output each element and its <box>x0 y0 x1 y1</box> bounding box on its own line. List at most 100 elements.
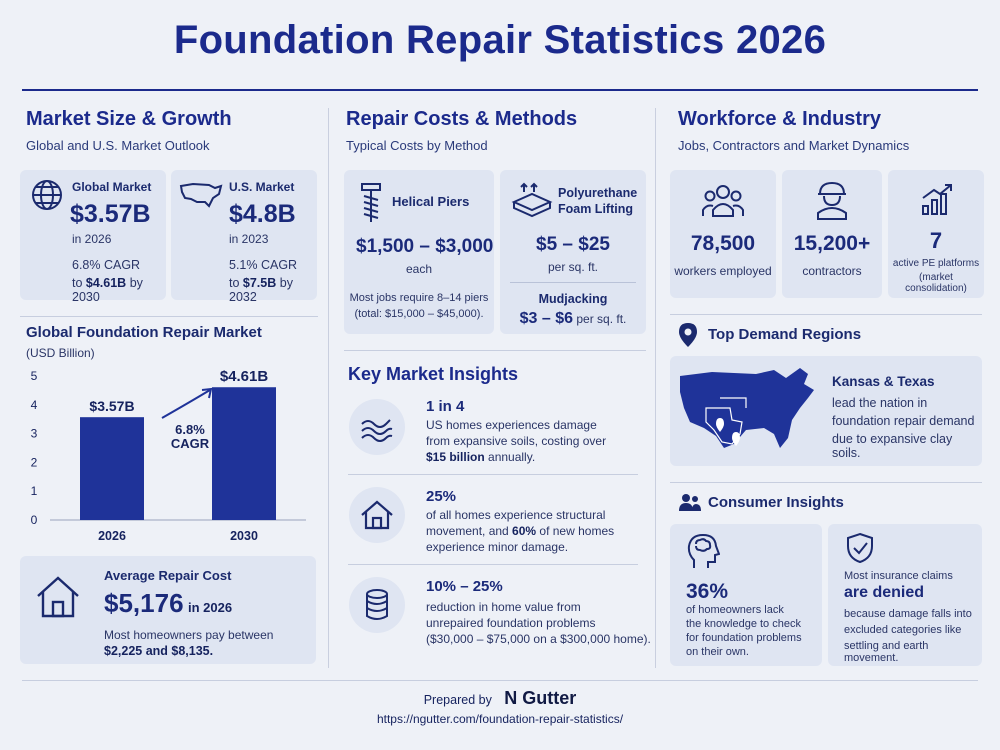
x-tick-label: 2026 <box>98 529 126 543</box>
regions-line-3: due to expansive clay soils. <box>832 432 953 460</box>
title-divider <box>22 89 978 91</box>
workers-value: 78,500 <box>690 232 756 255</box>
workers-stat-card: 78,500 workers employed <box>670 170 776 298</box>
claims-head: are denied <box>844 584 925 601</box>
source-url[interactable]: https://ngutter.com/foundation-repair-st… <box>376 712 624 726</box>
regions-line-2: foundation repair demand <box>832 414 975 428</box>
us-map-illustration <box>676 364 828 458</box>
users-icon <box>678 492 702 512</box>
foam-lift-icon <box>510 182 554 220</box>
head-brain-icon <box>686 532 720 570</box>
helical-piers-total: (total: $15,000 – $45,000). <box>354 308 484 320</box>
us-market-card: U.S. Market $4.8B in 2023 5.1% CAGR to $… <box>171 170 317 304</box>
avg-cost-value: $5,176 <box>104 588 184 618</box>
growth-chart-icon <box>920 182 954 216</box>
section-divider <box>670 482 982 483</box>
regions-head: Kansas & Texas <box>832 374 935 389</box>
global-market-year: in 2026 <box>72 232 112 246</box>
coin-stack-icon <box>348 576 406 634</box>
avg-cost-range-intro: Most homeowners pay between <box>104 628 274 642</box>
insurance-claims-card: Most insurance claims are denied because… <box>828 524 982 666</box>
shield-check-icon <box>846 532 874 564</box>
pe-platforms-label: active PE platforms <box>892 258 980 269</box>
section-divider <box>20 316 318 317</box>
claims-line-4: settling and earth movement. <box>844 640 929 664</box>
growth-arrow-head <box>201 387 213 399</box>
y-tick-label: 5 <box>31 369 38 383</box>
location-pin-icon <box>678 322 698 348</box>
insights-title: Key Market Insights <box>348 364 519 384</box>
global-market-card: Global Market $3.57B in 2026 6.8% CAGR t… <box>20 170 166 304</box>
house-icon <box>34 574 82 620</box>
us-market-value: $4.8B <box>229 200 296 228</box>
claims-line-3: excluded categories like <box>844 624 962 636</box>
section-divider <box>670 314 982 315</box>
cagr-annotation-value: 6.8% <box>175 422 205 437</box>
workforce-section-subtitle: Jobs, Contractors and Market Dynamics <box>678 138 910 153</box>
insight-1-line-1: US homes experiences damage <box>426 418 597 432</box>
column-divider <box>655 108 656 668</box>
hard-hat-worker-icon <box>814 180 850 220</box>
brand-logo: N Gutter <box>504 688 577 708</box>
workers-label: workers employed <box>674 264 772 278</box>
people-group-icon <box>701 182 745 218</box>
chart-title: Global Foundation Repair Market <box>26 324 262 341</box>
foam-lifting-label-1: Polyurethane <box>558 186 638 200</box>
mudjacking-cost-row: $3 – $6 per sq. ft. <box>519 310 627 327</box>
global-market-cagr: 6.8% CAGR <box>72 258 141 272</box>
bar <box>212 387 276 520</box>
helical-piers-cost: $1,500 – $3,000 <box>356 236 494 257</box>
contractors-value: 15,200+ <box>793 232 871 255</box>
section-divider <box>344 350 646 351</box>
house-icon <box>348 486 406 544</box>
page-title: Foundation Repair Statistics 2026 <box>173 18 827 62</box>
helical-piers-label: Helical Piers <box>392 194 470 209</box>
y-tick-label: 2 <box>31 455 38 469</box>
insight-2-head: 25% <box>426 488 457 505</box>
y-tick-label: 1 <box>31 484 38 498</box>
insight-3-line-3: ($30,000 – $75,000 on a $300,000 home). <box>426 632 651 646</box>
claims-line-2: because damage falls into <box>844 608 972 620</box>
footer-credit: Prepared by N Gutter <box>0 688 1000 709</box>
data-label: $4.61B <box>220 368 269 385</box>
screw-pier-icon <box>358 182 384 226</box>
y-tick-label: 0 <box>31 513 38 527</box>
pe-platforms-note: (market consolidation) <box>905 272 967 294</box>
repair-section-subtitle: Typical Costs by Method <box>346 138 488 153</box>
soil-waves-icon <box>348 398 406 456</box>
contractors-stat-card: 15,200+ contractors <box>782 170 882 298</box>
y-tick-label: 3 <box>31 427 38 441</box>
column-divider <box>328 108 329 668</box>
footer-divider <box>22 680 978 681</box>
market-section-subtitle: Global and U.S. Market Outlook <box>26 138 210 153</box>
regions-line-1: lead the nation in <box>832 396 928 410</box>
insight-2-line-3: experience minor damage. <box>426 540 569 554</box>
cagr-annotation-label: CAGR <box>171 436 210 451</box>
knowledge-line-2: the knowledge to check <box>686 618 801 630</box>
demand-regions-card: Kansas & Texas lead the nation in founda… <box>670 356 982 466</box>
claims-line-1: Most insurance claims <box>844 570 953 582</box>
insight-divider <box>348 564 638 565</box>
helical-piers-card: Helical Piers $1,500 – $3,000 each Most … <box>344 170 494 334</box>
foam-lifting-label-2: Foam Lifting <box>558 202 633 216</box>
bar <box>80 417 144 520</box>
repair-section-title: Repair Costs & Methods <box>346 108 578 130</box>
knowledge-line-1: of homeowners lack <box>686 604 784 616</box>
prepared-by-label: Prepared by <box>423 693 492 707</box>
knowledge-value: 36% <box>686 580 729 603</box>
chart-subtitle: (USD Billion) <box>26 346 95 360</box>
mudjacking-label: Mudjacking <box>538 292 608 306</box>
insight-3-line-1: reduction in home value from <box>426 600 581 614</box>
card-divider <box>510 282 636 283</box>
pe-platforms-value: 7 <box>929 228 943 253</box>
avg-cost-year: in 2026 <box>187 600 233 615</box>
global-market-projection: to $4.61B by 2030 <box>72 276 143 304</box>
avg-cost-label: Average Repair Cost <box>104 568 232 583</box>
insight-1-line-3: $15 billion annually. <box>426 450 536 464</box>
us-market-label: U.S. Market <box>229 180 295 194</box>
growth-arrow <box>161 389 211 419</box>
insight-2-line-1: of all homes experience structural <box>426 508 606 522</box>
foam-lifting-unit: per sq. ft. <box>547 260 599 274</box>
workforce-section-title: Workforce & Industry <box>678 108 881 130</box>
y-tick-label: 4 <box>31 398 38 412</box>
